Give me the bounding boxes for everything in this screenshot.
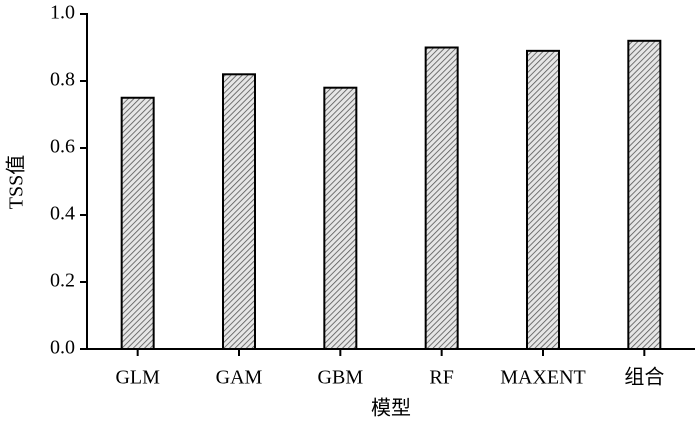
bar xyxy=(424,46,459,350)
bar xyxy=(222,73,256,351)
x-tick-label: RF xyxy=(429,367,453,389)
x-tick-label: MAXENT xyxy=(500,367,586,389)
bar xyxy=(323,86,358,350)
x-tick-label: GAM xyxy=(216,367,263,389)
y-tick-label: 0.2 xyxy=(50,270,75,292)
y-tick-label: 0.0 xyxy=(50,337,75,359)
bar xyxy=(120,96,155,350)
x-tick-label: GBM xyxy=(318,367,364,389)
y-tick-label: 0.4 xyxy=(50,203,75,225)
y-axis-label: TSS值 xyxy=(5,155,28,209)
x-axis-label: 模型 xyxy=(371,397,411,420)
bar xyxy=(526,49,560,350)
y-tick-label: 0.8 xyxy=(50,69,75,91)
bar xyxy=(627,39,662,351)
x-tick-label: 组合 xyxy=(624,366,664,389)
y-tick-label: 1.0 xyxy=(50,2,75,24)
x-tick-label: GLM xyxy=(115,367,160,389)
y-tick-label: 0.6 xyxy=(50,136,75,158)
